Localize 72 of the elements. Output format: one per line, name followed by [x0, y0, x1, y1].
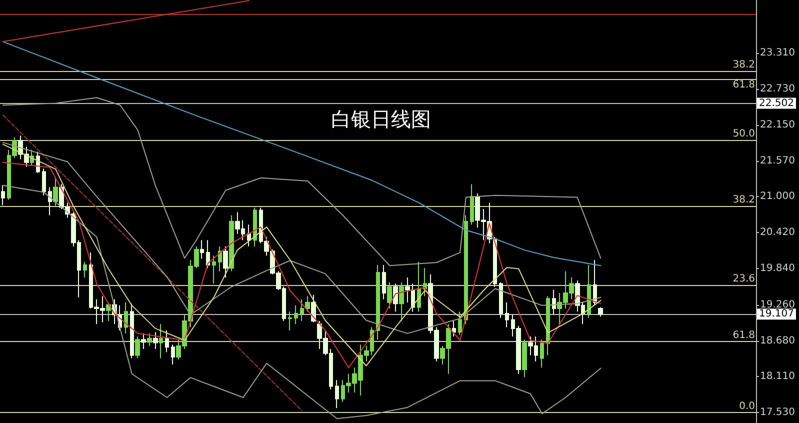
candlestick: [288, 311, 292, 331]
candlestick: [83, 261, 87, 278]
candlestick: [505, 302, 509, 328]
candlestick: [229, 214, 234, 272]
y-tick-label: 22.730: [760, 83, 795, 94]
y-tick-label: 18.110: [760, 370, 795, 382]
candlestick: [376, 264, 380, 340]
candlestick: [247, 224, 251, 247]
y-tick-label: 18.680: [760, 335, 795, 346]
y-tick-label: 21.570: [760, 156, 795, 167]
line-series: [2, 41, 602, 266]
candlestick: [1, 184, 5, 206]
candlestick: [552, 289, 556, 316]
candlestick: [153, 332, 158, 350]
ref-line-label: 22.502: [759, 98, 794, 109]
candlestick: [393, 283, 398, 312]
candlestick: [141, 332, 146, 350]
candlestick: [335, 380, 339, 409]
annotation: 50.0: [732, 128, 755, 140]
candlestick: [470, 184, 474, 226]
annotation: 38.2: [732, 194, 755, 206]
candlestick: [598, 306, 603, 318]
candlestick: [540, 339, 544, 368]
candlestick: [206, 240, 210, 269]
candlestick: [387, 282, 392, 310]
candlestick: [587, 264, 591, 318]
candlestick: [48, 186, 52, 216]
candlestick: [522, 339, 527, 378]
line-series: [2, 184, 602, 420]
candlestick: [147, 332, 152, 346]
y-tick-label: 19.260: [760, 299, 795, 310]
candlestick: [382, 264, 386, 300]
candlestick: [165, 330, 169, 353]
candlestick: [42, 168, 46, 196]
candlestick: [458, 311, 462, 336]
candlestick: [223, 246, 228, 278]
y-tick-label: 21.000: [760, 191, 795, 202]
y-tick-label: 20.420: [760, 227, 795, 238]
y-tick-label: 17.530: [760, 406, 795, 418]
candlestick: [546, 296, 550, 356]
y-tick-label: 22.150: [760, 120, 795, 131]
line-series: [2, 97, 602, 266]
line-series: [2, 142, 602, 334]
annotation: 61.8: [732, 330, 755, 342]
candlestick: [311, 294, 316, 323]
annotation: 0.0: [739, 400, 756, 412]
candlestick: [171, 344, 175, 366]
candlestick: [423, 268, 427, 297]
candlestick: [159, 324, 163, 359]
y-tick-label: 19.840: [760, 263, 795, 274]
candlestick: [452, 320, 456, 338]
y-tick-label: 23.310: [760, 47, 795, 58]
candlestick: [218, 246, 222, 272]
candlestick: [212, 255, 216, 284]
annotation: 61.8: [732, 80, 755, 90]
candlestick: [253, 207, 257, 247]
candlestick: [130, 303, 134, 359]
text: 白银日线图: [331, 107, 431, 131]
candlestick: [417, 261, 421, 312]
annotation: 23.6: [732, 273, 755, 284]
candlestick: [106, 302, 111, 322]
ref-line-label: 19.107: [759, 308, 794, 320]
candlestick: [294, 304, 298, 325]
candlestick: [399, 282, 404, 322]
candlestick: [135, 336, 140, 359]
candlestick: [53, 177, 58, 206]
candlestick: [124, 302, 128, 334]
candlestick: [464, 214, 468, 325]
candlestick: [593, 260, 597, 306]
annotation: 38.2: [732, 59, 755, 70]
candlestick: [200, 240, 204, 260]
candlestick: [499, 282, 503, 318]
